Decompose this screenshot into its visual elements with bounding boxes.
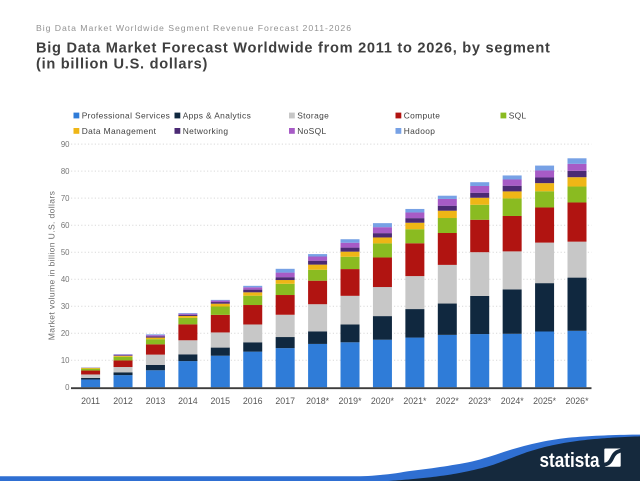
svg-text:Compute: Compute bbox=[404, 111, 441, 121]
svg-text:(in billion U.S. dollars): (in billion U.S. dollars) bbox=[36, 56, 208, 72]
svg-text:2014: 2014 bbox=[178, 396, 198, 406]
svg-text:2013: 2013 bbox=[146, 396, 166, 406]
svg-text:30: 30 bbox=[61, 302, 70, 311]
svg-text:50: 50 bbox=[61, 248, 70, 257]
svg-text:Market volume in billion U.S.: Market volume in billion U.S. dollars bbox=[47, 191, 57, 341]
svg-text:2026*: 2026* bbox=[566, 396, 590, 406]
svg-text:2024*: 2024* bbox=[501, 396, 525, 406]
svg-text:2025*: 2025* bbox=[533, 396, 557, 406]
svg-text:Storage: Storage bbox=[297, 111, 329, 121]
svg-text:Professional Services: Professional Services bbox=[82, 111, 171, 121]
svg-text:Data Management: Data Management bbox=[82, 126, 157, 136]
svg-text:NoSQL: NoSQL bbox=[297, 126, 326, 136]
svg-text:2012: 2012 bbox=[113, 396, 133, 406]
svg-text:2016: 2016 bbox=[243, 396, 263, 406]
svg-text:80: 80 bbox=[61, 167, 70, 176]
svg-text:2023*: 2023* bbox=[468, 396, 492, 406]
svg-text:Apps & Analytics: Apps & Analytics bbox=[183, 111, 251, 121]
svg-text:Networking: Networking bbox=[183, 126, 229, 136]
svg-text:Big Data Market Forecast World: Big Data Market Forecast Worldwide from … bbox=[36, 40, 551, 56]
svg-text:2021*: 2021* bbox=[403, 396, 427, 406]
svg-text:2018*: 2018* bbox=[306, 396, 330, 406]
svg-text:SQL: SQL bbox=[509, 111, 527, 121]
svg-text:90: 90 bbox=[61, 140, 70, 149]
svg-text:2017: 2017 bbox=[275, 396, 295, 406]
svg-text:Big Data Market Worldwide Segm: Big Data Market Worldwide Segment Revenu… bbox=[36, 23, 352, 33]
svg-text:statista: statista bbox=[540, 450, 601, 472]
svg-text:2011: 2011 bbox=[81, 396, 100, 406]
svg-text:60: 60 bbox=[61, 221, 70, 230]
svg-text:2019*: 2019* bbox=[339, 396, 363, 406]
svg-text:0: 0 bbox=[65, 383, 70, 392]
svg-text:2020*: 2020* bbox=[371, 396, 395, 406]
svg-text:70: 70 bbox=[61, 194, 70, 203]
svg-text:2015: 2015 bbox=[211, 396, 231, 406]
svg-text:10: 10 bbox=[61, 356, 70, 365]
svg-text:20: 20 bbox=[61, 329, 70, 338]
svg-text:2022*: 2022* bbox=[436, 396, 460, 406]
svg-text:Hadoop: Hadoop bbox=[404, 126, 436, 136]
svg-text:40: 40 bbox=[61, 275, 70, 284]
